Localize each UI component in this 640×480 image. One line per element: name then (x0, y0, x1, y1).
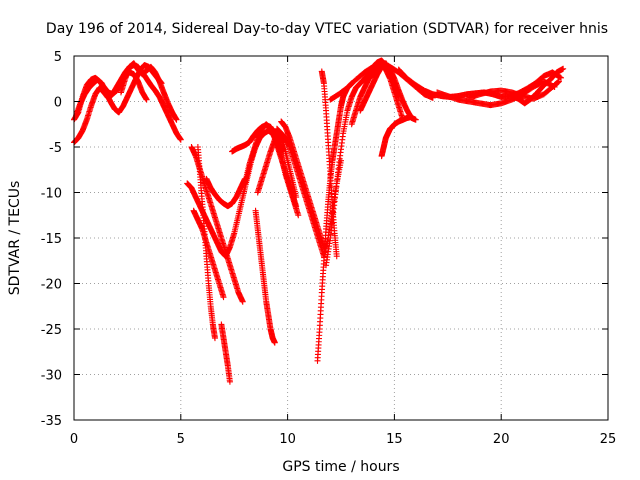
series-arc-4 (117, 60, 180, 123)
x-tick-label: 25 (600, 432, 617, 447)
data-point (226, 378, 233, 385)
series-arc-16 (278, 118, 327, 251)
data-point (293, 194, 300, 201)
data-point (412, 116, 419, 123)
y-tick-label: -5 (49, 141, 62, 156)
data-series (71, 57, 567, 385)
series-arc-9 (218, 321, 233, 385)
series-arc-12 (241, 121, 300, 210)
chart-title: Day 196 of 2014, Sidereal Day-to-day VTE… (46, 21, 608, 37)
data-point (295, 212, 302, 219)
series-arc-13 (252, 207, 278, 346)
y-axis-label: SDTVAR / TECUs (7, 181, 23, 296)
data-point (173, 116, 180, 123)
series-arc-23 (378, 113, 415, 160)
series-arc-25 (434, 78, 558, 109)
data-point (143, 96, 150, 103)
y-tick-label: -30 (41, 369, 62, 384)
y-tick-label: -25 (41, 323, 62, 338)
x-tick-label: 0 (70, 432, 78, 447)
y-tick-label: 5 (54, 50, 62, 65)
data-point (555, 78, 562, 85)
data-point (177, 136, 184, 143)
grid (74, 56, 608, 420)
x-tick-label: 5 (177, 432, 185, 447)
x-axis-label: GPS time / hours (282, 459, 399, 475)
series-arc-22 (357, 60, 419, 123)
axis-ticks: 0 5 10 15 20 25 5 0 -5 -10 -15 -20 -25 -30 -35 (41, 50, 617, 447)
data-point (239, 298, 246, 305)
data-point (271, 339, 278, 346)
x-tick-label: 20 (493, 432, 510, 447)
series-arc-27 (508, 65, 567, 107)
y-tick-label: -15 (41, 232, 62, 247)
x-tick-label: 10 (279, 432, 296, 447)
x-tick-label: 15 (386, 432, 403, 447)
data-point (293, 203, 300, 210)
data-point (558, 74, 565, 81)
series-arc-7 (190, 207, 227, 301)
data-point (408, 113, 415, 120)
y-tick-label: -10 (41, 187, 62, 202)
y-tick-label: -35 (41, 414, 62, 429)
data-point (560, 65, 567, 72)
y-tick-label: 0 (54, 96, 62, 111)
data-point (211, 335, 218, 342)
data-point (220, 294, 227, 301)
data-point (333, 253, 340, 260)
y-tick-label: -20 (41, 278, 62, 293)
series-arc-8 (188, 144, 246, 305)
